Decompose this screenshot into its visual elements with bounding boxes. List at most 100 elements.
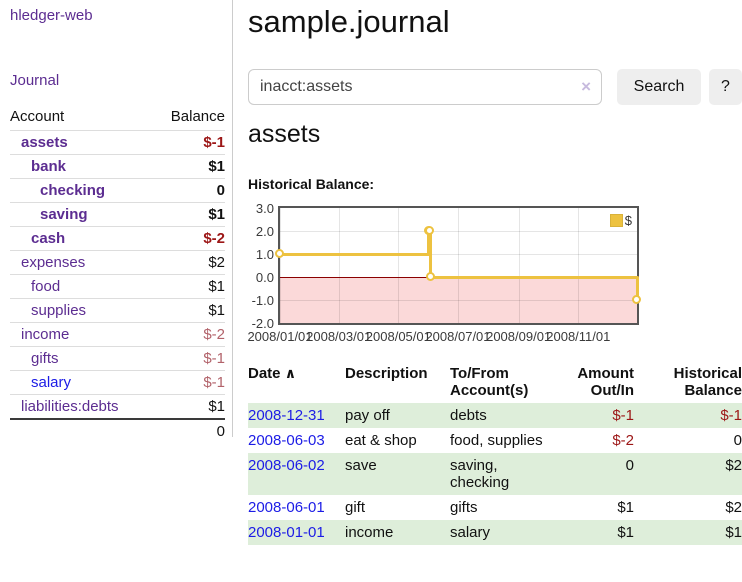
account-balance: $1 bbox=[153, 203, 225, 227]
legend-swatch bbox=[610, 214, 623, 227]
transaction-date-link[interactable]: 2008-12-31 bbox=[248, 407, 325, 424]
register-header-balance: Historical Balance bbox=[644, 363, 742, 403]
y-axis-tick-label: 3.0 bbox=[240, 202, 274, 215]
y-axis-tick-label: -1.0 bbox=[240, 294, 274, 307]
register-cell-description: income bbox=[345, 520, 450, 545]
page-title: sample.journal bbox=[248, 4, 450, 40]
y-axis-tick-label: 2.0 bbox=[240, 225, 274, 238]
register-header-description: Description bbox=[345, 363, 450, 403]
gridline bbox=[280, 208, 281, 323]
account-balance: $-2 bbox=[153, 323, 225, 347]
sidebar-account-link-cash[interactable]: cash bbox=[10, 230, 65, 247]
sidebar-account-link-liabilities-debts[interactable]: liabilities:debts bbox=[10, 398, 119, 415]
register-cell-date: 2008-06-02 bbox=[248, 453, 345, 495]
sidebar-account-link-bank[interactable]: bank bbox=[10, 158, 66, 175]
register-cell-amount: $-1 bbox=[562, 403, 644, 428]
sidebar-account-link-supplies[interactable]: supplies bbox=[10, 302, 86, 319]
accounts-total-value: 0 bbox=[153, 419, 225, 443]
account-row: liabilities:debts $1 bbox=[10, 395, 225, 420]
account-balance: $-1 bbox=[153, 347, 225, 371]
y-axis-tick-label: 1.0 bbox=[240, 248, 274, 261]
sort-ascending-icon: ∧ bbox=[285, 365, 296, 381]
register-cell-accounts: salary bbox=[450, 520, 562, 545]
register-cell-accounts: food, supplies bbox=[450, 428, 562, 453]
account-row: gifts $-1 bbox=[10, 347, 225, 371]
data-point-marker bbox=[275, 249, 284, 258]
data-point-marker bbox=[425, 226, 434, 235]
brand-link[interactable]: hledger-web bbox=[10, 7, 93, 24]
transaction-date-link[interactable]: 2008-01-01 bbox=[248, 524, 325, 541]
account-row: cash$-2 bbox=[10, 227, 225, 251]
x-axis-tick-label: 2008/11/01 bbox=[542, 329, 614, 344]
balance-line bbox=[279, 253, 431, 256]
sidebar-account-link-checking[interactable]: checking bbox=[10, 182, 105, 199]
account-balance: 0 bbox=[153, 179, 225, 203]
balance-line bbox=[429, 276, 638, 279]
clear-search-icon[interactable]: × bbox=[581, 77, 591, 97]
search-input[interactable] bbox=[250, 71, 580, 103]
transaction-date-link[interactable]: 2008-06-01 bbox=[248, 499, 325, 516]
register-row: 2008-12-31pay offdebts$-1$-1 bbox=[248, 403, 742, 428]
account-balance: $1 bbox=[153, 299, 225, 323]
register-cell-date: 2008-12-31 bbox=[248, 403, 345, 428]
register-cell-accounts: debts bbox=[450, 403, 562, 428]
account-row: saving $1 bbox=[10, 203, 225, 227]
gridline bbox=[398, 208, 399, 323]
account-row: income $-2 bbox=[10, 323, 225, 347]
gridline bbox=[519, 208, 520, 323]
sidebar-account-link-income[interactable]: income bbox=[10, 326, 69, 343]
historical-balance-chart: $ 3.02.01.00.0-1.0-2.0 2008/01/012008/03… bbox=[240, 202, 740, 347]
search-box: × bbox=[248, 69, 602, 105]
help-button[interactable]: ? bbox=[709, 69, 742, 105]
register-cell-description: pay off bbox=[345, 403, 450, 428]
register-cell-balance: $2 bbox=[644, 453, 742, 495]
gridline bbox=[458, 208, 459, 323]
chart-title: Historical Balance: bbox=[248, 176, 374, 192]
account-row: expenses$2 bbox=[10, 251, 225, 275]
account-row: salary$-1 bbox=[10, 371, 225, 395]
legend-label: $ bbox=[625, 213, 632, 228]
accounts-header-balance: Balance bbox=[153, 105, 225, 131]
register-cell-accounts: gifts bbox=[450, 495, 562, 520]
register-row: 2008-06-01giftgifts$1$2 bbox=[248, 495, 742, 520]
sidebar-account-link-gifts[interactable]: gifts bbox=[10, 350, 59, 367]
sidebar-account-link-expenses[interactable]: expenses bbox=[10, 254, 85, 271]
register-cell-description: eat & shop bbox=[345, 428, 450, 453]
sidebar-item-journal[interactable]: Journal bbox=[10, 72, 59, 89]
sidebar-account-link-saving[interactable]: saving bbox=[10, 206, 88, 223]
accounts-total-row: 0 bbox=[10, 419, 225, 443]
register-cell-date: 2008-06-01 bbox=[248, 495, 345, 520]
account-title: assets bbox=[248, 120, 320, 149]
register-cell-description: gift bbox=[345, 495, 450, 520]
register-cell-accounts: saving, checking bbox=[450, 453, 562, 495]
account-balance: $1 bbox=[153, 395, 225, 420]
register-header-row: Date ∧ Description To/From Account(s) Am… bbox=[248, 363, 742, 403]
register-cell-balance: $2 bbox=[644, 495, 742, 520]
register-header-date[interactable]: Date ∧ bbox=[248, 363, 345, 403]
register-cell-date: 2008-01-01 bbox=[248, 520, 345, 545]
register-row: 2008-01-01incomesalary$1$1 bbox=[248, 520, 742, 545]
accounts-header-account: Account bbox=[10, 105, 153, 131]
account-row: assets $-1 bbox=[10, 131, 225, 155]
register-cell-amount: 0 bbox=[562, 453, 644, 495]
sidebar-account-link-salary[interactable]: salary bbox=[10, 374, 71, 391]
accounts-table: Account Balance assets $-1 bank $1 checking 0… bbox=[10, 105, 225, 443]
chart-legend: $ bbox=[610, 213, 632, 228]
account-balance: $1 bbox=[153, 275, 225, 299]
register-cell-amount: $1 bbox=[562, 520, 644, 545]
register-cell-amount: $-2 bbox=[562, 428, 644, 453]
transaction-date-link[interactable]: 2008-06-03 bbox=[248, 432, 325, 449]
sidebar-account-link-food[interactable]: food bbox=[10, 278, 60, 295]
register-cell-balance: $1 bbox=[644, 520, 742, 545]
gridline bbox=[280, 300, 637, 301]
search-button[interactable]: Search bbox=[617, 69, 701, 105]
register-row: 2008-06-03eat & shopfood, supplies$-20 bbox=[248, 428, 742, 453]
gridline bbox=[578, 208, 579, 323]
account-balance: $-1 bbox=[153, 131, 225, 155]
account-balance: $1 bbox=[153, 155, 225, 179]
transaction-date-link[interactable]: 2008-06-02 bbox=[248, 457, 325, 474]
sidebar-account-link-assets[interactable]: assets bbox=[10, 134, 68, 151]
data-point-marker bbox=[426, 272, 435, 281]
account-row: bank $1 bbox=[10, 155, 225, 179]
register-cell-balance: $-1 bbox=[644, 403, 742, 428]
